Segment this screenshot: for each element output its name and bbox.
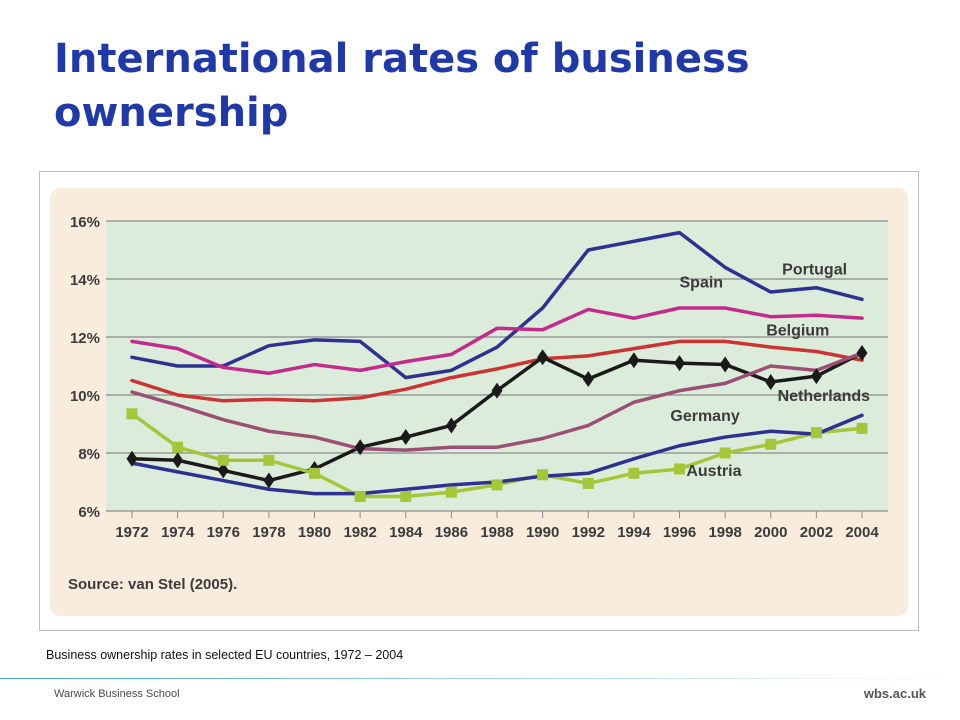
data-point-austria <box>719 447 731 459</box>
x-tick-label: 1978 <box>252 524 285 541</box>
series-line-spain <box>130 306 864 375</box>
y-axis-tick-labels: 6% 8% 10% 12% 14% 16% <box>70 214 100 521</box>
series-label-austria: Austria <box>686 463 741 480</box>
data-point-netherlands <box>856 344 868 361</box>
series-label-germany: Germany <box>670 408 739 425</box>
y-tick-label: 14% <box>70 272 100 289</box>
grid-lines <box>106 220 888 518</box>
x-tick-label: 2004 <box>845 524 879 541</box>
data-point-austria <box>445 486 457 498</box>
x-tick-label: 1990 <box>526 524 559 541</box>
data-point-netherlands <box>491 382 503 399</box>
series-line-germany <box>130 351 864 452</box>
series-label-belgium: Belgium <box>766 323 829 340</box>
data-point-netherlands <box>400 429 412 446</box>
x-tick-label: 1984 <box>389 524 423 541</box>
x-tick-label: 2000 <box>754 524 787 541</box>
footer-website: wbs.ac.uk <box>863 686 926 701</box>
plot-area <box>106 221 888 511</box>
figure-caption: Business ownership rates in selected EU … <box>46 648 404 662</box>
data-point-netherlands <box>765 373 777 390</box>
x-tick-label: 1998 <box>708 524 741 541</box>
footer-divider <box>0 678 960 679</box>
data-point-austria <box>400 491 412 502</box>
data-point-austria <box>263 454 275 466</box>
data-point-austria <box>126 408 138 420</box>
data-point-austria <box>582 477 594 489</box>
data-point-austria <box>628 467 640 479</box>
series-direct-labels: Portugal Spain Belgium Netherlands Germany Au… <box>670 262 870 481</box>
x-axis-tick-labels: 1972 1974 1976 1978 1980 1982 1984 1986 1988 1990… <box>115 524 879 541</box>
data-point-austria <box>309 467 320 479</box>
data-point-netherlands <box>582 371 594 388</box>
series-label-portugal: Portugal <box>782 262 847 279</box>
series-label-netherlands: Netherlands <box>778 388 871 405</box>
data-point-austria <box>354 491 366 502</box>
data-point-netherlands <box>628 352 640 369</box>
data-point-netherlands <box>537 349 549 366</box>
data-point-netherlands <box>810 368 822 385</box>
data-point-netherlands <box>172 452 184 469</box>
data-point-austria <box>674 463 685 475</box>
x-tick-label: 1994 <box>617 524 651 541</box>
x-tick-label: 1996 <box>663 524 696 541</box>
x-tick-label: 1992 <box>572 524 605 541</box>
slide-title: International rates of business ownershi… <box>54 36 750 136</box>
x-tick-label: 1980 <box>298 524 331 541</box>
series-line-belgium <box>130 339 864 403</box>
y-tick-label: 12% <box>70 330 100 347</box>
x-tick-label: 1974 <box>161 524 195 541</box>
data-point-netherlands <box>263 472 275 489</box>
data-point-netherlands <box>445 417 457 434</box>
y-tick-label: 16% <box>70 214 100 231</box>
data-point-austria <box>856 422 868 434</box>
x-tick-label: 1976 <box>207 524 240 541</box>
y-tick-label: 6% <box>78 504 100 521</box>
data-point-netherlands <box>217 462 229 479</box>
data-point-netherlands <box>674 355 685 372</box>
x-tick-label: 1972 <box>115 524 148 541</box>
y-tick-label: 8% <box>78 446 100 463</box>
x-tick-label: 1982 <box>343 524 376 541</box>
data-point-austria <box>491 479 503 491</box>
x-tick-label: 2002 <box>800 524 833 541</box>
chart-source-note: Source: van Stel (2005). <box>68 576 237 593</box>
data-point-netherlands <box>719 356 731 373</box>
data-point-austria <box>810 427 822 439</box>
series-markers <box>126 344 868 502</box>
data-point-austria <box>537 469 549 481</box>
chart-figure: 6% 8% 10% 12% 14% 16% 1972 1974 1976 1978 1980 198… <box>39 171 919 631</box>
line-chart: 6% 8% 10% 12% 14% 16% 1972 1974 1976 1978 1980 198… <box>50 188 908 616</box>
data-point-austria <box>765 438 777 450</box>
data-point-austria <box>172 441 184 453</box>
data-point-netherlands <box>126 450 138 467</box>
series-line-portugal <box>130 230 864 380</box>
x-tick-label: 1988 <box>480 524 513 541</box>
series-label-spain: Spain <box>680 275 724 292</box>
data-point-austria <box>217 454 229 466</box>
footer-organization: Warwick Business School <box>54 688 180 700</box>
x-tick-label: 1986 <box>435 524 468 541</box>
data-point-netherlands <box>354 439 366 456</box>
y-tick-label: 10% <box>70 388 100 405</box>
